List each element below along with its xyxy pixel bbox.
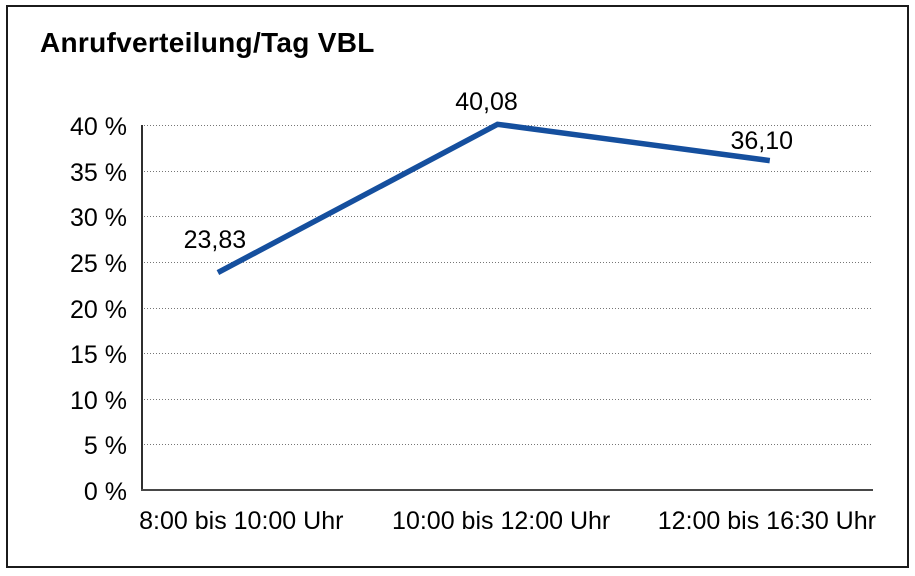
- x-category-label: 8:00 bis 10:00 Uhr: [139, 507, 344, 535]
- grid-line: [141, 398, 873, 400]
- x-category-label: 10:00 bis 12:00 Uhr: [392, 507, 611, 535]
- plot-area: [141, 121, 873, 491]
- data-point-label: 23,83: [183, 225, 247, 254]
- y-axis: 0 % 5 % 10 % 15 % 20 % 25 % 30 % 35 % 40 %: [0, 0, 127, 576]
- grid-line: [141, 353, 873, 355]
- data-point-label: 36,10: [730, 126, 794, 155]
- grid-line: [141, 307, 873, 309]
- x-category-label: 12:00 bis 16:30 Uhr: [657, 507, 876, 535]
- y-tick-label: 10 %: [70, 386, 127, 415]
- y-tick-label: 40 %: [70, 113, 127, 141]
- y-tick-label: 20 %: [70, 295, 127, 324]
- y-tick-label: 30 %: [70, 204, 127, 233]
- y-tick-label: 35 %: [70, 158, 127, 187]
- data-point-label: 40,08: [455, 88, 518, 117]
- series-line: [216, 121, 771, 276]
- y-tick-label: 25 %: [70, 249, 127, 278]
- y-axis-line: [141, 125, 143, 490]
- y-tick-label: 5 %: [83, 432, 127, 461]
- grid-line: [141, 261, 873, 263]
- grid-line: [141, 444, 873, 446]
- chart-frame: [6, 5, 909, 568]
- y-tick-label: 0 %: [83, 478, 127, 506]
- chart-title: Anrufverteilung/Tag VBL: [40, 27, 375, 58]
- line-series: [216, 121, 771, 276]
- grid-line: [141, 216, 873, 218]
- grid-line: [141, 170, 873, 172]
- y-tick-label: 15 %: [70, 341, 127, 370]
- x-axis-line: [141, 489, 873, 491]
